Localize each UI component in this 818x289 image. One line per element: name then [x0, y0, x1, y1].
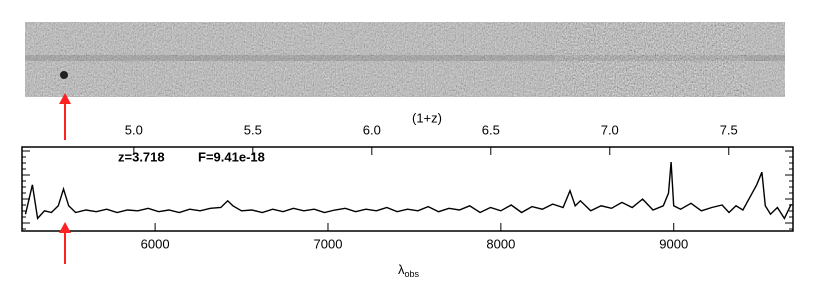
x-tick-label: 6000: [141, 236, 170, 251]
x-axis-label: λobs: [398, 262, 420, 279]
arrow-head: [59, 222, 71, 233]
x2-tick-label: 7.0: [601, 122, 619, 137]
x2-tick-label: 5.5: [244, 122, 262, 137]
spectrum-2d-image: [25, 22, 785, 97]
x2-tick-label: 5.0: [125, 122, 143, 137]
x2-tick-label: 7.5: [720, 122, 738, 137]
arrow-head: [59, 93, 71, 104]
x2-tick-label: 6.0: [363, 122, 381, 137]
x2-tick-label: 6.5: [482, 122, 500, 137]
x-tick-label: 7000: [314, 236, 343, 251]
x-tick-label: 8000: [486, 236, 515, 251]
annotation: z=3.718: [118, 149, 165, 164]
plot-frame: [21, 146, 794, 232]
spectrum-line: [24, 162, 792, 220]
x2-axis-label: (1+z): [412, 110, 442, 125]
x-tick-label: 9000: [659, 236, 688, 251]
x-axis-label-sub: obs: [405, 269, 420, 279]
x-axis-label-main: λ: [398, 262, 405, 277]
plot: [21, 146, 794, 232]
annotation: F=9.41e-18: [198, 149, 265, 164]
